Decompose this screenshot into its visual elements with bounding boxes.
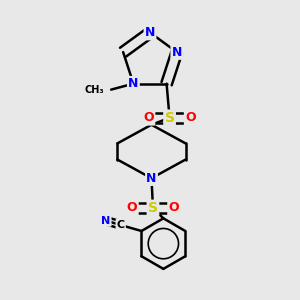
- Text: O: O: [127, 202, 137, 214]
- Text: O: O: [169, 202, 179, 214]
- Text: N: N: [101, 216, 110, 226]
- Text: C: C: [117, 220, 125, 230]
- Text: N: N: [128, 77, 139, 90]
- Text: O: O: [185, 111, 196, 124]
- Text: N: N: [145, 26, 155, 39]
- Text: O: O: [143, 111, 154, 124]
- Text: CH₃: CH₃: [85, 85, 105, 94]
- Text: S: S: [165, 111, 175, 125]
- Text: S: S: [148, 201, 158, 215]
- Text: N: N: [172, 46, 182, 59]
- Text: N: N: [146, 172, 157, 185]
